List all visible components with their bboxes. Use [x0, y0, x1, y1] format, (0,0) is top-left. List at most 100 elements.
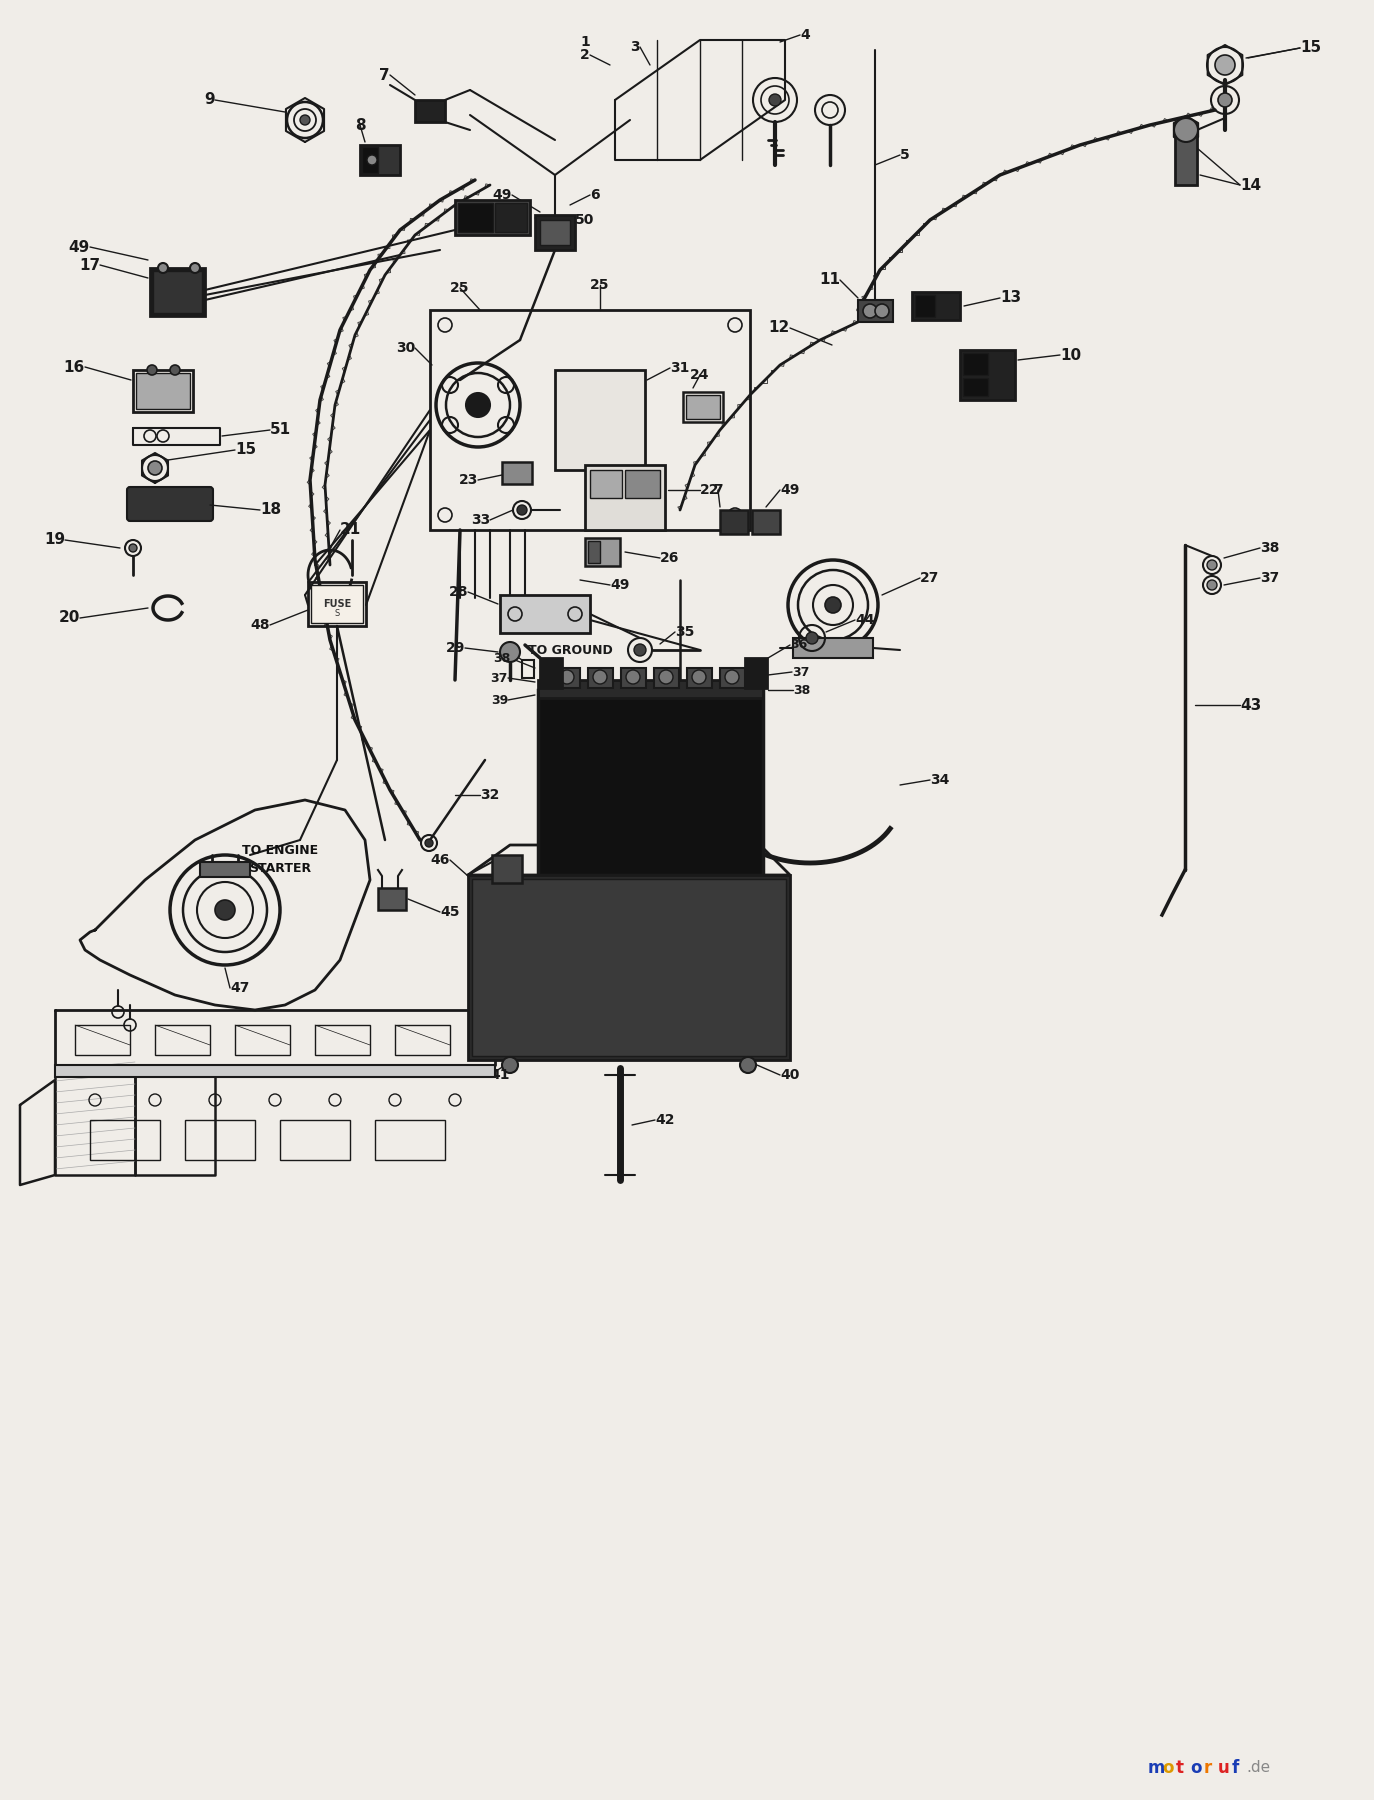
- Text: 37: 37: [1260, 571, 1279, 585]
- Bar: [315, 1024, 370, 1055]
- Circle shape: [1206, 560, 1217, 571]
- Text: 49: 49: [493, 187, 513, 202]
- Text: 26: 26: [660, 551, 679, 565]
- Bar: [540, 659, 562, 688]
- Bar: [654, 668, 679, 688]
- Bar: [136, 373, 190, 409]
- Bar: [912, 292, 960, 320]
- Bar: [621, 668, 646, 688]
- Bar: [492, 855, 522, 884]
- Bar: [378, 887, 405, 911]
- Text: 10: 10: [1059, 347, 1081, 362]
- Bar: [720, 668, 745, 688]
- Text: 30: 30: [396, 340, 415, 355]
- Text: 7: 7: [713, 482, 723, 497]
- Polygon shape: [80, 799, 370, 1010]
- Circle shape: [594, 670, 607, 684]
- Bar: [534, 214, 574, 250]
- Text: 3: 3: [631, 40, 640, 54]
- Text: 38: 38: [793, 684, 811, 697]
- Text: 29: 29: [445, 641, 464, 655]
- Circle shape: [517, 506, 528, 515]
- Bar: [539, 689, 763, 875]
- Text: 5: 5: [900, 148, 910, 162]
- Text: 22: 22: [699, 482, 720, 497]
- Text: 33: 33: [471, 513, 491, 527]
- Bar: [686, 394, 720, 419]
- Text: 44: 44: [855, 614, 874, 626]
- Text: 15: 15: [235, 443, 256, 457]
- Circle shape: [170, 365, 180, 374]
- Circle shape: [1173, 119, 1198, 142]
- Bar: [201, 862, 250, 877]
- Text: 42: 42: [655, 1112, 675, 1127]
- Circle shape: [807, 632, 818, 644]
- Text: o: o: [1190, 1759, 1201, 1777]
- Bar: [625, 470, 660, 499]
- Text: 32: 32: [480, 788, 499, 803]
- Bar: [455, 200, 530, 236]
- Bar: [745, 659, 767, 688]
- Bar: [687, 668, 712, 688]
- Text: 37: 37: [791, 666, 809, 679]
- Circle shape: [863, 304, 877, 319]
- Bar: [133, 371, 192, 412]
- Text: m: m: [1149, 1759, 1165, 1777]
- Bar: [155, 1024, 210, 1055]
- Circle shape: [148, 461, 162, 475]
- Text: 17: 17: [78, 257, 100, 272]
- Bar: [589, 470, 622, 499]
- Text: 25: 25: [451, 281, 470, 295]
- Text: 25: 25: [591, 277, 610, 292]
- Text: 35: 35: [675, 625, 694, 639]
- Text: f: f: [1232, 1759, 1239, 1777]
- Bar: [458, 203, 493, 232]
- Circle shape: [147, 365, 157, 374]
- Bar: [522, 661, 534, 679]
- Text: 50: 50: [574, 212, 595, 227]
- Text: 43: 43: [1239, 697, 1261, 713]
- Text: 36: 36: [790, 639, 808, 652]
- Bar: [585, 538, 620, 565]
- Circle shape: [1206, 580, 1217, 590]
- Circle shape: [741, 1057, 756, 1073]
- Circle shape: [1217, 94, 1232, 106]
- Text: 37: 37: [491, 671, 508, 684]
- Text: 23: 23: [459, 473, 478, 488]
- Circle shape: [660, 670, 673, 684]
- Circle shape: [214, 900, 235, 920]
- Text: t: t: [1176, 1759, 1184, 1777]
- Text: 16: 16: [63, 360, 85, 374]
- Text: r: r: [1204, 1759, 1212, 1777]
- Bar: [91, 1120, 159, 1159]
- Bar: [469, 875, 790, 1060]
- Text: 49: 49: [780, 482, 800, 497]
- Text: 20: 20: [59, 610, 80, 626]
- Text: 38: 38: [1260, 542, 1279, 554]
- Bar: [960, 349, 1015, 400]
- Bar: [430, 310, 750, 529]
- Text: 14: 14: [1239, 178, 1261, 193]
- Bar: [720, 509, 747, 535]
- Text: 49: 49: [69, 239, 91, 254]
- Bar: [555, 668, 580, 688]
- Text: 40: 40: [780, 1067, 800, 1082]
- Text: 6: 6: [589, 187, 599, 202]
- Text: .de: .de: [1246, 1760, 1270, 1775]
- Text: o: o: [1162, 1759, 1173, 1777]
- Text: 39: 39: [491, 693, 508, 706]
- Bar: [857, 301, 893, 322]
- Circle shape: [367, 155, 376, 166]
- Circle shape: [425, 839, 433, 848]
- Bar: [76, 1024, 131, 1055]
- Bar: [495, 203, 528, 232]
- Circle shape: [725, 670, 739, 684]
- Bar: [185, 1120, 256, 1159]
- Bar: [588, 542, 600, 563]
- Text: 48: 48: [250, 617, 271, 632]
- Bar: [153, 272, 202, 313]
- Bar: [415, 101, 445, 122]
- Text: 1: 1: [580, 34, 589, 49]
- Text: TO GROUND: TO GROUND: [528, 644, 613, 657]
- Text: 27: 27: [921, 571, 940, 585]
